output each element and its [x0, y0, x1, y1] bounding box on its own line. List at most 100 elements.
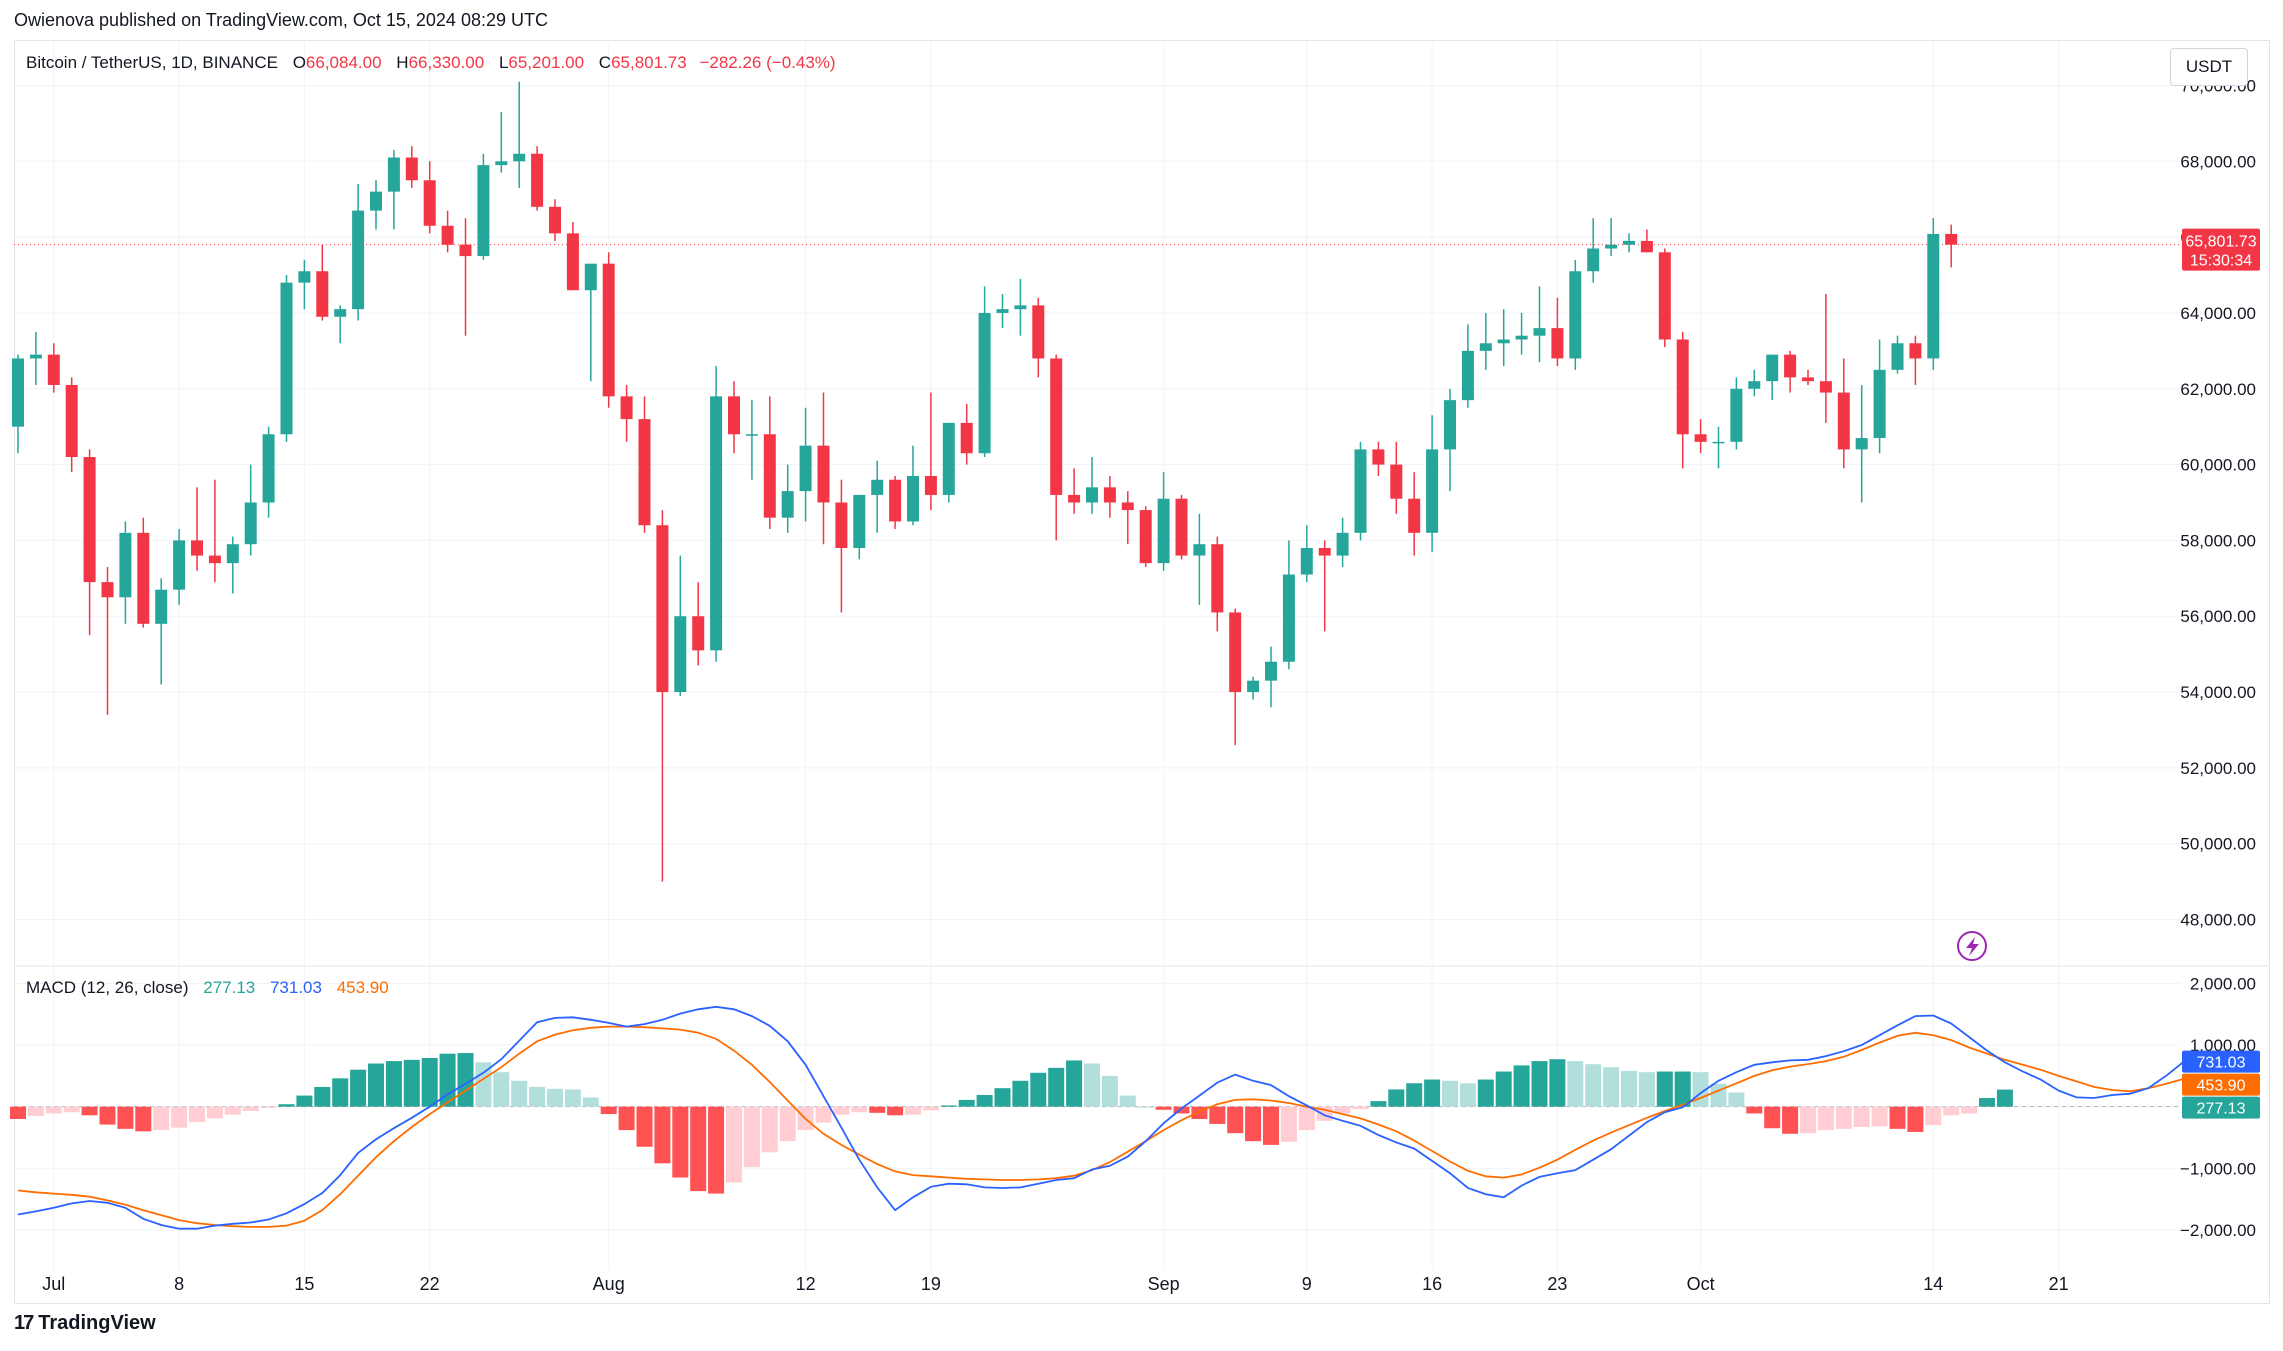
candle-body[interactable]	[1515, 335, 1528, 340]
macd-histogram-bar[interactable]	[224, 1106, 241, 1115]
candle-body[interactable]	[459, 244, 472, 257]
macd-histogram-bar[interactable]	[1263, 1106, 1279, 1145]
macd-histogram-bar[interactable]	[940, 1105, 957, 1107]
candle-body[interactable]	[441, 225, 454, 245]
candle[interactable]	[244, 464, 257, 556]
macd-histogram-bar[interactable]	[1621, 1070, 1637, 1107]
macd-histogram-bar[interactable]	[994, 1088, 1011, 1107]
candle[interactable]	[298, 259, 311, 310]
macd-legend[interactable]: MACD (12, 26, close) 277.13 731.03 453.9…	[26, 978, 389, 998]
macd-histogram-bar[interactable]	[117, 1106, 134, 1129]
macd-histogram-bar[interactable]	[260, 1106, 277, 1108]
candle[interactable]	[549, 199, 561, 241]
candle[interactable]	[1891, 335, 1904, 374]
macd-histogram-bar[interactable]	[1800, 1106, 1816, 1134]
candle[interactable]	[566, 221, 579, 291]
macd-histogram-bar[interactable]	[206, 1106, 223, 1119]
candle-body[interactable]	[1086, 487, 1098, 503]
candle[interactable]	[316, 244, 329, 321]
candle[interactable]	[513, 81, 526, 188]
candle-body[interactable]	[1623, 240, 1635, 245]
macd-histogram-bar[interactable]	[1477, 1079, 1494, 1107]
candle[interactable]	[12, 354, 24, 454]
candle[interactable]	[692, 582, 705, 666]
candle-body[interactable]	[978, 312, 991, 454]
candle[interactable]	[1426, 415, 1439, 552]
candle-body[interactable]	[1748, 381, 1761, 389]
macd-histogram-bar[interactable]	[1406, 1083, 1423, 1107]
macd-histogram-bar[interactable]	[278, 1104, 295, 1107]
macd-histogram-bar[interactable]	[1298, 1106, 1315, 1131]
candle[interactable]	[459, 218, 472, 336]
macd-histogram-bar[interactable]	[189, 1106, 205, 1123]
candle[interactable]	[1318, 540, 1331, 632]
macd-histogram-bar[interactable]	[618, 1106, 635, 1131]
candle-body[interactable]	[1068, 494, 1081, 503]
candle[interactable]	[423, 161, 436, 234]
candle[interactable]	[29, 331, 42, 385]
candle[interactable]	[1175, 494, 1188, 560]
macd-histogram-bar[interactable]	[493, 1072, 510, 1107]
candle-body[interactable]	[47, 354, 60, 385]
candle-body[interactable]	[566, 233, 579, 291]
macd-histogram-bar[interactable]	[1979, 1098, 1995, 1107]
candle-body[interactable]	[728, 396, 740, 435]
macd-histogram-bar[interactable]	[1674, 1071, 1691, 1107]
macd-histogram-bar[interactable]	[726, 1106, 742, 1183]
macd-histogram-bar[interactable]	[1782, 1106, 1799, 1134]
macd-histogram-bar[interactable]	[1370, 1101, 1387, 1107]
candle[interactable]	[1587, 218, 1600, 283]
candle-body[interactable]	[298, 271, 311, 283]
candle-body[interactable]	[1300, 547, 1313, 575]
candle-body[interactable]	[1336, 532, 1349, 556]
candle[interactable]	[1139, 506, 1152, 567]
candle[interactable]	[352, 184, 365, 321]
macd-histogram-bar[interactable]	[1764, 1106, 1781, 1129]
candle[interactable]	[1229, 608, 1242, 746]
macd-histogram-bar[interactable]	[564, 1089, 581, 1107]
macd-histogram-bar[interactable]	[1853, 1106, 1870, 1128]
macd-histogram-bar[interactable]	[600, 1106, 617, 1115]
candle[interactable]	[1479, 312, 1492, 370]
candle-body[interactable]	[1318, 547, 1331, 556]
candle[interactable]	[1873, 339, 1886, 454]
candle[interactable]	[1444, 388, 1456, 492]
candle[interactable]	[924, 392, 937, 511]
macd-histogram-bar[interactable]	[1352, 1106, 1369, 1110]
macd-histogram-bar[interactable]	[905, 1106, 921, 1115]
candle-body[interactable]	[924, 475, 937, 495]
candle[interactable]	[405, 146, 418, 188]
macd-signal-line[interactable]	[17, 1025, 2185, 1228]
candle-body[interactable]	[119, 532, 132, 598]
macd-histogram-bar[interactable]	[743, 1106, 760, 1168]
candle-body[interactable]	[1855, 438, 1868, 450]
candle[interactable]	[1640, 229, 1653, 253]
candle-body[interactable]	[817, 445, 830, 503]
candle[interactable]	[1855, 384, 1868, 503]
candle[interactable]	[907, 445, 919, 526]
macd-histogram-bar[interactable]	[779, 1106, 796, 1142]
candle[interactable]	[387, 149, 400, 230]
macd-histogram-bar[interactable]	[672, 1106, 689, 1178]
macd-histogram-bar[interactable]	[547, 1088, 563, 1107]
candle-body[interactable]	[656, 525, 669, 693]
macd-histogram-bar[interactable]	[815, 1106, 832, 1123]
macd-histogram-bar[interactable]	[385, 1061, 402, 1107]
candle[interactable]	[1623, 233, 1635, 253]
candle[interactable]	[1157, 472, 1170, 571]
tradingview-footer[interactable]: 17 TradingView	[14, 1312, 156, 1335]
candle-body[interactable]	[584, 263, 597, 291]
candle-body[interactable]	[208, 555, 221, 564]
candle-body[interactable]	[226, 544, 239, 564]
candle-body[interactable]	[1873, 369, 1886, 439]
candle[interactable]	[47, 343, 60, 393]
candle[interactable]	[1658, 248, 1671, 348]
macd-histogram-bar[interactable]	[1746, 1106, 1763, 1114]
candle[interactable]	[817, 392, 830, 545]
candle[interactable]	[1068, 468, 1081, 514]
candle[interactable]	[996, 293, 1009, 329]
candle[interactable]	[1784, 350, 1797, 393]
macd-histogram-bar[interactable]	[1656, 1071, 1673, 1107]
lightning-icon[interactable]	[1957, 931, 1987, 961]
candle[interactable]	[1766, 354, 1779, 401]
